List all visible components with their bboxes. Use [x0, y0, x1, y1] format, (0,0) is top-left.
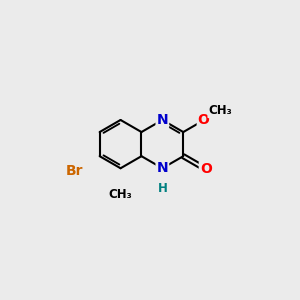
Text: O: O: [198, 113, 210, 127]
Text: CH₃: CH₃: [208, 104, 232, 117]
Text: N: N: [157, 161, 168, 175]
Text: O: O: [200, 162, 212, 176]
Text: N: N: [157, 113, 168, 127]
Text: Br: Br: [65, 164, 83, 178]
Text: H: H: [158, 182, 167, 195]
Text: CH₃: CH₃: [109, 188, 132, 201]
